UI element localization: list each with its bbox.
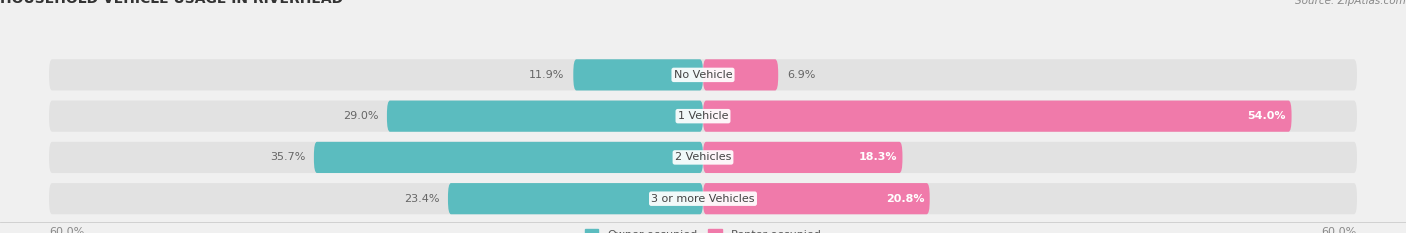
- FancyBboxPatch shape: [387, 101, 703, 132]
- FancyBboxPatch shape: [703, 183, 929, 214]
- Text: 1 Vehicle: 1 Vehicle: [678, 111, 728, 121]
- Text: 60.0%: 60.0%: [1322, 227, 1357, 233]
- FancyBboxPatch shape: [49, 183, 1357, 214]
- FancyBboxPatch shape: [449, 183, 703, 214]
- FancyBboxPatch shape: [703, 142, 903, 173]
- FancyBboxPatch shape: [703, 101, 1292, 132]
- Text: No Vehicle: No Vehicle: [673, 70, 733, 80]
- Legend: Owner-occupied, Renter-occupied: Owner-occupied, Renter-occupied: [585, 229, 821, 233]
- Text: 11.9%: 11.9%: [529, 70, 565, 80]
- Text: 54.0%: 54.0%: [1247, 111, 1286, 121]
- Text: 29.0%: 29.0%: [343, 111, 378, 121]
- FancyBboxPatch shape: [49, 142, 1357, 173]
- Text: 3 or more Vehicles: 3 or more Vehicles: [651, 194, 755, 204]
- Text: 35.7%: 35.7%: [270, 152, 305, 162]
- Text: Source: ZipAtlas.com: Source: ZipAtlas.com: [1295, 0, 1406, 6]
- Text: 23.4%: 23.4%: [404, 194, 439, 204]
- Text: HOUSEHOLD VEHICLE USAGE IN RIVERHEAD: HOUSEHOLD VEHICLE USAGE IN RIVERHEAD: [0, 0, 343, 6]
- Text: 20.8%: 20.8%: [886, 194, 924, 204]
- FancyBboxPatch shape: [314, 142, 703, 173]
- Text: 60.0%: 60.0%: [49, 227, 84, 233]
- FancyBboxPatch shape: [49, 101, 1357, 132]
- Text: 2 Vehicles: 2 Vehicles: [675, 152, 731, 162]
- FancyBboxPatch shape: [49, 59, 1357, 90]
- FancyBboxPatch shape: [703, 59, 778, 90]
- FancyBboxPatch shape: [574, 59, 703, 90]
- Text: 6.9%: 6.9%: [787, 70, 815, 80]
- Text: 18.3%: 18.3%: [859, 152, 897, 162]
